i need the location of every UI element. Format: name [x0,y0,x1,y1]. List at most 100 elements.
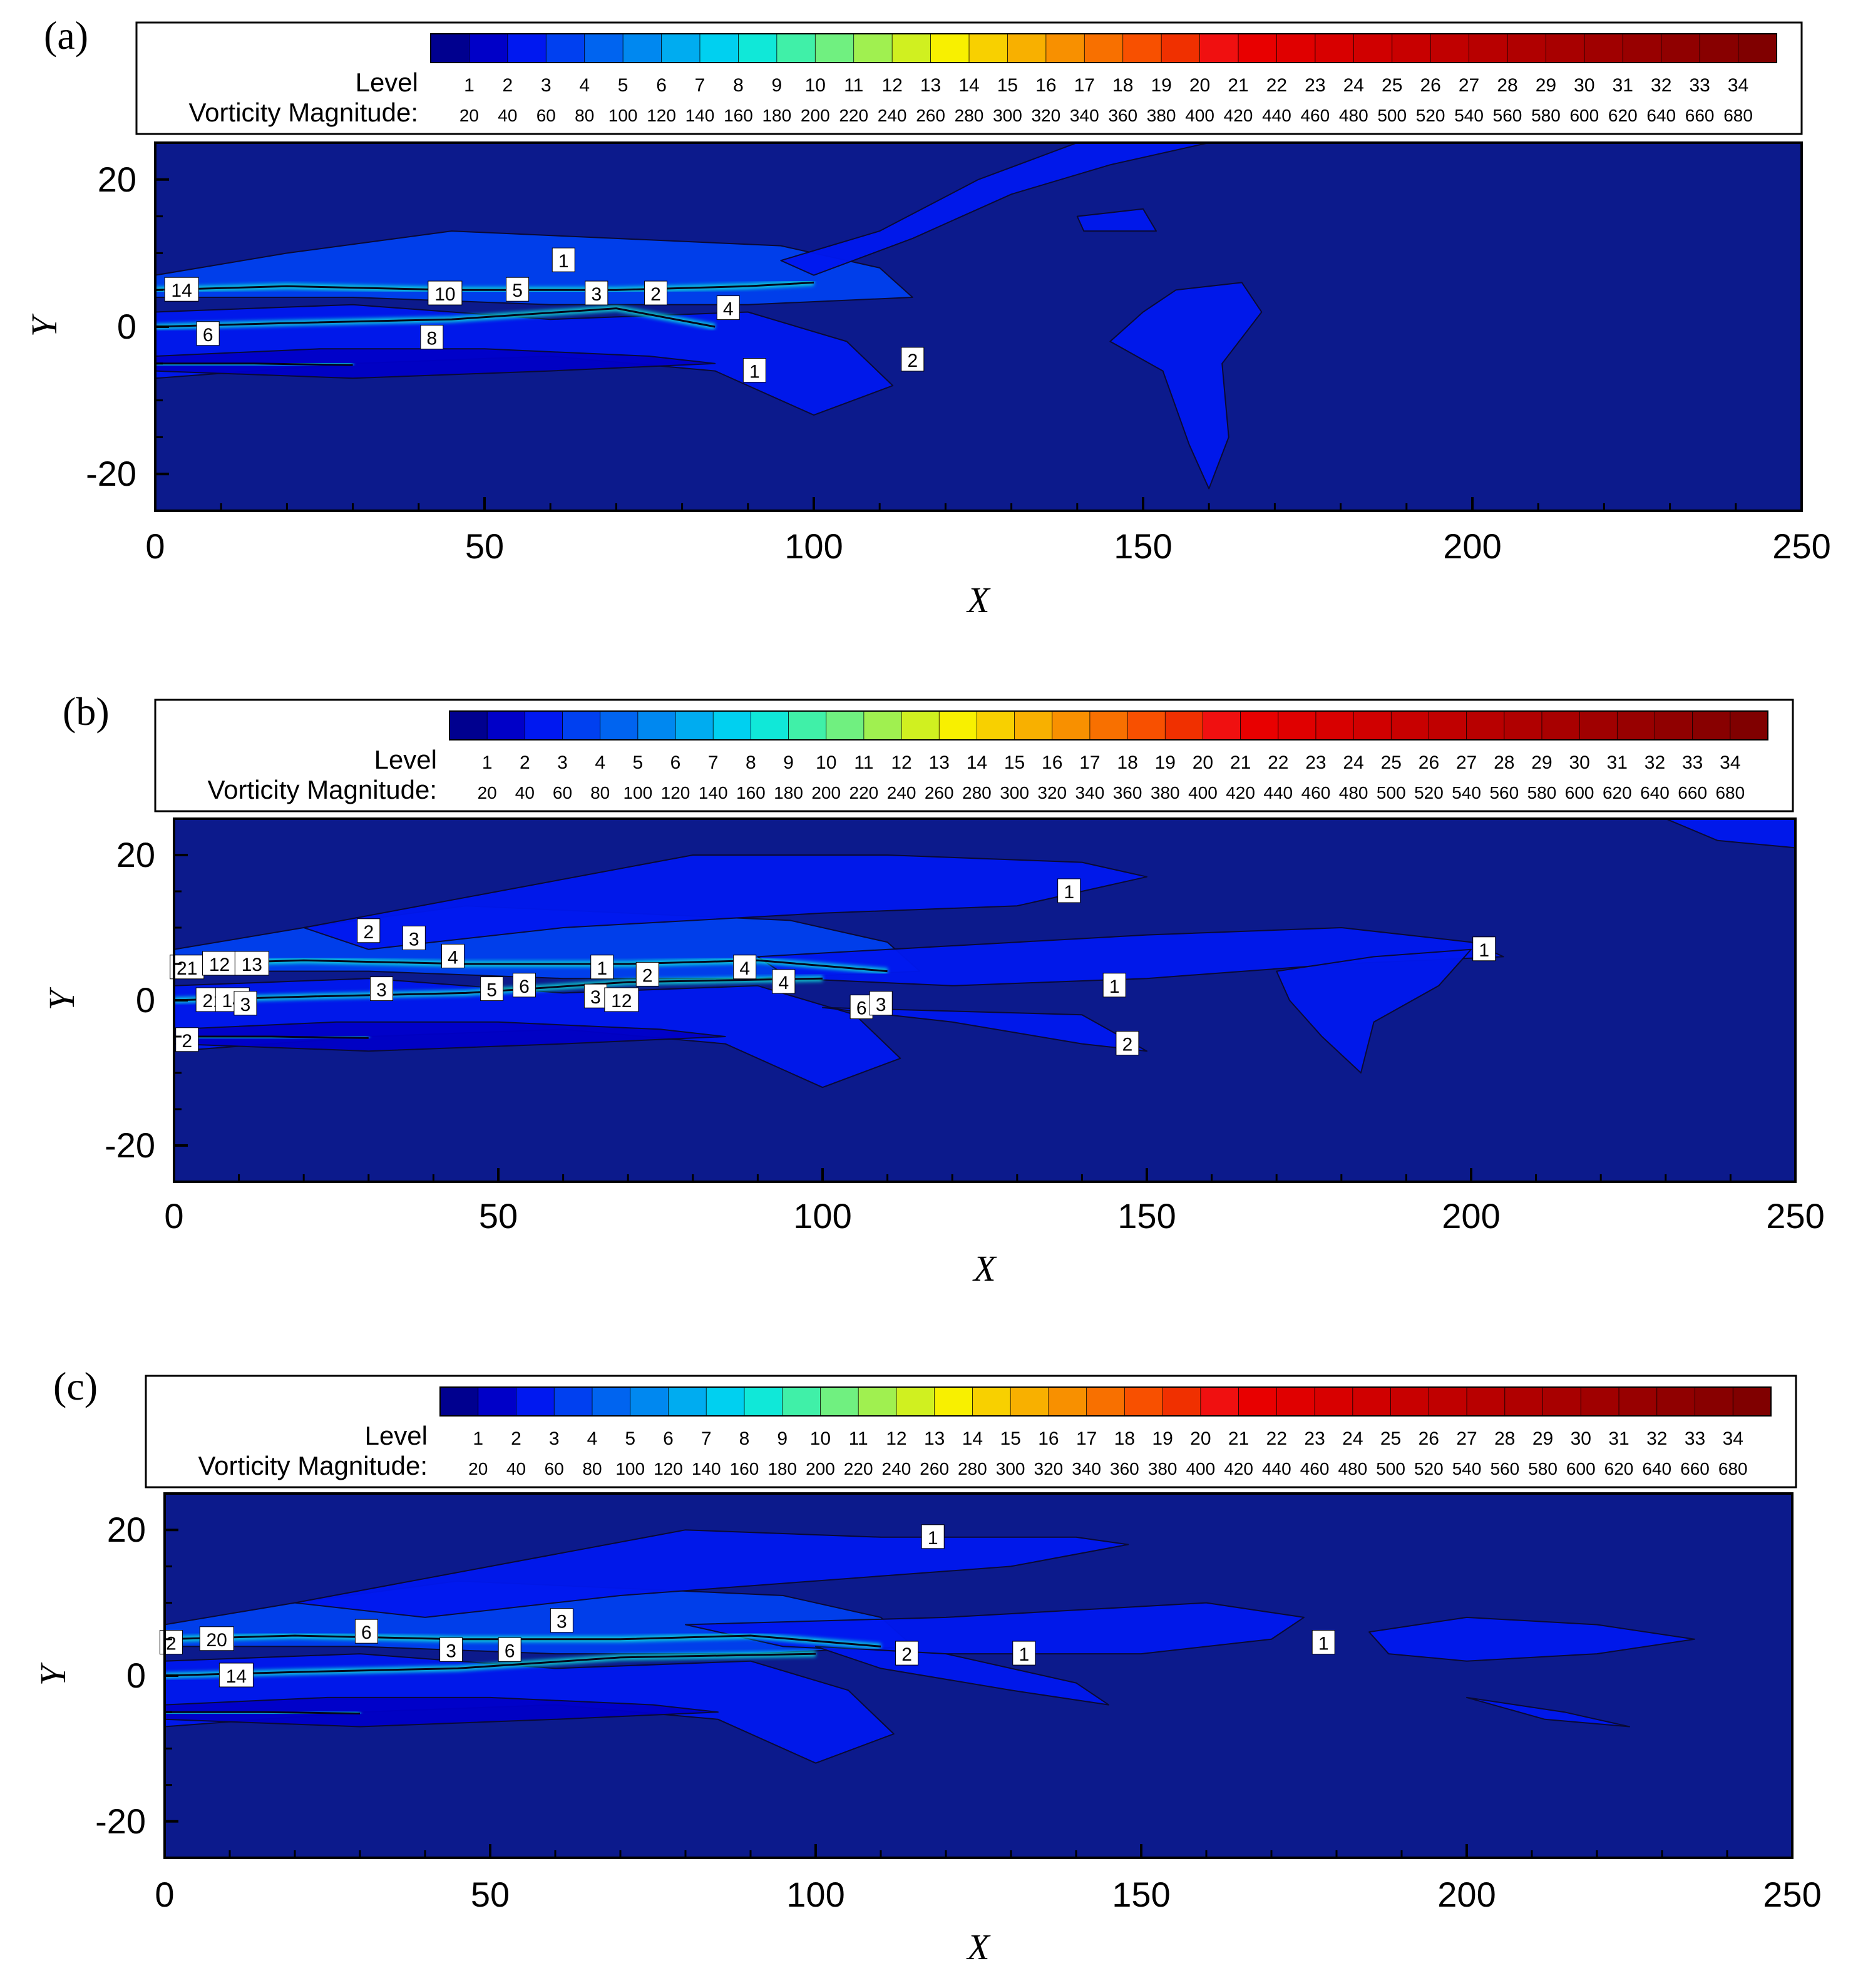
panel-label: (b) [63,689,110,734]
contour-label-box [498,1637,521,1662]
legend-swatch [584,33,624,63]
contour-label: 6 [361,1622,372,1643]
contour-region [815,1646,1109,1706]
contour-label-box [733,955,757,980]
x-tick-label: 0 [145,526,165,566]
legend-magnitude-value: 500 [1377,106,1407,125]
contour-region [1109,282,1263,489]
legend-level-value: 11 [849,1428,868,1449]
legend-level-value: 23 [1305,752,1326,773]
x-tick-label: 150 [1114,526,1172,566]
y-tick-label: -20 [95,1801,146,1841]
legend-swatch [1699,33,1739,63]
legend-magnitude-value: 540 [1452,783,1481,802]
contour-region [757,927,1504,986]
contour-label: 2 [901,1644,912,1665]
legend-level-value: 4 [579,75,590,96]
contour-label-box [921,1524,945,1549]
legend-level-value: 34 [1728,75,1748,96]
legend-magnitude-value: 580 [1527,783,1557,802]
legend-level-value: 5 [618,75,629,96]
legend-magnitude-value: 520 [1414,1459,1444,1478]
legend-swatch [712,710,752,740]
contour-label: 1 [928,1528,938,1549]
contour-label: 2 [907,351,918,371]
legend-magnitude-value: 460 [1301,783,1331,802]
contour-label-box [512,973,536,998]
legend-level-value: 30 [1571,1428,1591,1449]
legend-level-value: 24 [1343,752,1363,773]
legend-level-value: 29 [1531,752,1552,773]
legend-level-value: 26 [1419,1428,1439,1449]
legend-magnitude-value: 220 [839,106,868,125]
legend-level-value: 27 [1456,1428,1477,1449]
legend-swatch [1089,710,1129,740]
legend-bar-frame [449,710,1768,740]
legend-swatch [788,710,827,740]
legend-swatch [1276,33,1316,63]
legend-magnitude-value: 320 [1031,106,1060,125]
contour-label: 3 [591,284,602,305]
legend-level-value: 25 [1382,75,1402,96]
contour-label: 2 [642,965,653,986]
y-tick-label: 0 [136,980,155,1020]
legend-swatch [750,710,789,740]
legend-swatch [1616,710,1656,740]
legend-swatch [1238,33,1278,63]
contour-field [174,819,1795,1089]
contour-label-box [175,1027,199,1052]
legend-magnitude-value: 640 [1646,106,1676,125]
legend-level-value: 22 [1266,1428,1287,1449]
legend-magnitude-value: 300 [1000,783,1029,802]
legend-magnitude-value: 40 [506,1459,526,1478]
legend-magnitude-value: 280 [955,106,984,125]
contour-label-box [1311,1630,1335,1655]
legend-level-value: 3 [549,1428,560,1449]
legend-swatch [738,33,777,63]
legend-magnitude-value: 260 [920,1459,949,1478]
contour-label-box [1012,1641,1036,1666]
vortex-core-line [155,307,716,328]
x-tick-label: 50 [465,526,504,566]
legend-swatch [1466,1386,1506,1417]
legend-swatch [1732,1386,1772,1417]
legend-magnitude-value: 400 [1185,106,1214,125]
vortex-core-line [165,1711,361,1714]
legend-swatch [1584,33,1624,63]
legend-magnitude-value: 360 [1110,1459,1139,1478]
contour-label: 2 [363,922,374,943]
contour-label-box [895,1641,919,1666]
legend-level-value: 22 [1266,75,1287,96]
legend-level-value: 28 [1494,752,1514,773]
vortex-core-line [174,1035,369,1039]
legend-level-value: 32 [1645,752,1665,773]
legend-swatch [1045,33,1085,63]
x-tick-label: 150 [1112,1875,1170,1914]
legend-swatch [1276,1386,1316,1417]
legend-swatch [439,1386,479,1417]
legend-level-value: 12 [891,752,911,773]
legend-swatch [1430,33,1470,63]
legend-swatch [1390,710,1430,740]
legend-swatch [863,710,903,740]
legend-magnitude-value: 120 [647,106,676,125]
legend-magnitude-label: Vorticity Magnitude: [188,98,418,127]
legend-swatch [782,1386,821,1417]
legend-swatch [826,710,865,740]
legend-magnitude-value: 180 [762,106,791,125]
legend-level-value: 4 [587,1428,598,1449]
legend-swatch [1429,710,1467,740]
legend-level-value: 14 [958,75,979,96]
legend-level-value: 8 [739,1428,750,1449]
contour-label: 1 [597,958,607,979]
legend-magnitude-value: 640 [1640,783,1670,802]
contour-label-box [772,969,796,994]
legend-swatch [930,33,970,63]
legend-level-value: 21 [1230,752,1251,773]
legend-magnitude-value: 400 [1186,1459,1215,1478]
legend-level-value: 10 [810,1428,831,1449]
contour-label: 13 [242,955,262,975]
contour-label-box [439,1637,463,1662]
legend-magnitude-value: 540 [1454,106,1484,125]
panel-label: (c) [53,1364,98,1408]
